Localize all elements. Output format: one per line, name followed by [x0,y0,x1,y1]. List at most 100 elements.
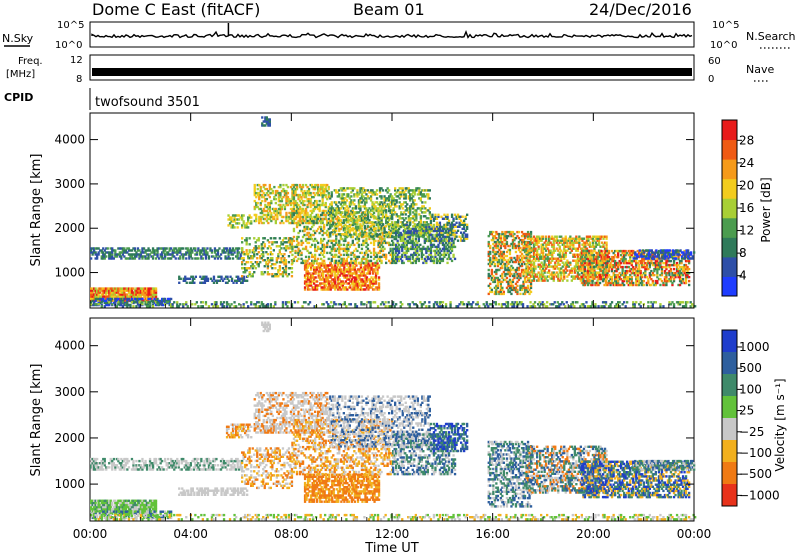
echo-cell [352,276,355,279]
echo-cell [398,191,401,194]
echo-cell [381,253,385,257]
echo-cell [114,291,117,294]
echo-cell [428,213,431,216]
echo-cell [341,272,344,275]
echo-cell [115,291,118,294]
echo-cell [364,274,367,277]
echo-cell [466,223,469,226]
echo-cell [320,272,323,275]
echo-cell [377,235,380,239]
echo-cell [410,217,413,220]
echo-cell [371,280,375,283]
echo-cell [265,209,268,213]
echo-cell [427,229,430,232]
echo-cell [270,215,273,219]
echo-cell [222,247,226,250]
echo-cell [210,251,214,254]
echo-cell [425,193,428,196]
echo-cell [250,275,253,278]
echo-cell [294,251,297,255]
echo-cell [347,253,350,257]
echo-cell [206,253,209,256]
echo-cell [259,185,262,189]
echo-cell [324,185,327,189]
echo-cell [365,249,368,253]
echo-cell [356,241,359,245]
echo-cell [144,291,147,294]
echo-cell [132,253,135,256]
echo-cell [381,209,385,213]
echo-cell [564,235,567,238]
echo-cell [124,249,127,252]
echo-cell [385,231,388,234]
echo-cell [109,253,112,256]
echo-cell [298,183,302,187]
echo-cell [91,253,94,256]
echo-cell [142,255,146,258]
echo-cell [311,264,314,267]
echo-cell [132,299,135,303]
echo-cell [144,249,147,252]
echo-cell [359,205,362,208]
echo-cell [96,289,99,292]
echo-cell [118,253,121,256]
echo-cell [120,291,123,294]
echo-cell [200,257,203,260]
echo-cell [108,293,111,296]
echo-cell [284,269,288,272]
echo-cell [450,213,454,216]
echo-cell [242,214,245,217]
echo-cell [248,216,251,219]
echo-cell [367,270,370,273]
echo-cell [245,243,248,246]
echo-cell [360,195,364,198]
echo-cell [147,293,150,296]
echo-cell [105,295,108,298]
echo-cell [528,245,531,248]
echo-cell [257,239,260,242]
echo-cell [350,203,353,206]
echo-cell [419,219,422,222]
echo-cell [323,255,326,259]
echo-cell [327,193,330,197]
echo-cell [261,215,264,219]
echo-cell [312,223,315,227]
echo-cell [224,247,227,250]
echo-cell [129,253,132,256]
echo-cell [258,183,261,187]
echo-cell [341,286,344,289]
echo-cell [93,297,96,300]
echo-cell [291,187,294,191]
echo-cell [333,253,336,257]
echo-cell [194,249,197,252]
echo-cell [309,199,312,203]
echo-cell [109,251,112,254]
echo-cell [106,287,109,290]
echo-cell [378,257,382,261]
echo-cell [363,201,367,204]
echo-cell [356,225,359,229]
echo-cell [124,257,127,260]
echo-cell [388,223,391,226]
echo-cell [120,299,123,303]
echo-cell [326,241,329,245]
echo-cell [315,259,318,263]
echo-cell [270,199,273,203]
echo-cell [292,201,296,205]
echo-cell [355,276,358,279]
echo-cell [339,235,342,239]
echo-cell [97,301,100,305]
echo-cell [351,211,354,214]
echo-cell [246,279,249,282]
echo-cell [154,253,158,256]
echo-cell [271,215,274,219]
echo-cell [371,288,375,291]
echo-cell [228,249,232,252]
echo-cell [153,289,156,292]
echo-cell [165,253,168,256]
echo-cell [418,221,421,224]
echo-cell [335,268,338,271]
echo-cell [266,265,269,268]
echo-cell [345,249,348,253]
echo-cell [145,289,149,292]
